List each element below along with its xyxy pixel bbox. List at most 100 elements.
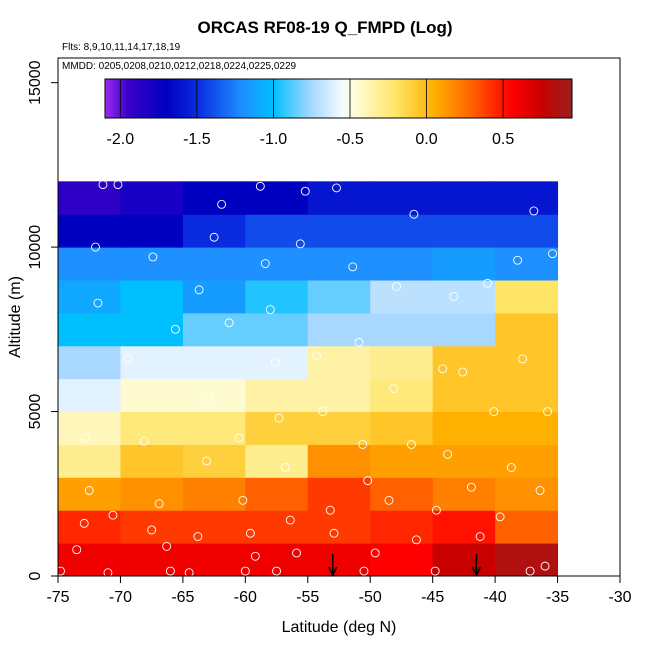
heatmap-cell bbox=[432, 214, 496, 248]
sample-point bbox=[535, 486, 545, 495]
heatmap-cell bbox=[432, 378, 496, 413]
heatmap-cell bbox=[495, 214, 559, 248]
heatmap-cell bbox=[307, 280, 371, 314]
heatmap-cell bbox=[58, 345, 121, 380]
sample-point bbox=[91, 242, 100, 252]
sample-point bbox=[265, 305, 275, 315]
y-tick-label: 5000 bbox=[27, 394, 44, 430]
sample-point bbox=[438, 364, 448, 374]
sample-point bbox=[108, 510, 118, 520]
heatmap-cell bbox=[182, 214, 246, 248]
heatmap-cell bbox=[58, 543, 121, 577]
sample-point bbox=[81, 433, 90, 443]
chart-title: ORCAS RF08-19 Q_FMPD (Log) bbox=[197, 18, 453, 37]
sample-point bbox=[139, 436, 149, 446]
heatmap-cell bbox=[182, 444, 246, 478]
x-tick-label: -50 bbox=[359, 589, 382, 606]
heatmap-cell bbox=[370, 181, 434, 215]
heatmap-cell bbox=[120, 345, 184, 380]
heatmap-cell bbox=[120, 214, 184, 248]
heatmap-cell bbox=[245, 247, 309, 281]
sample-point bbox=[170, 324, 180, 334]
x-tick-label: -55 bbox=[296, 589, 319, 606]
y-axis-label: Altitude (m) bbox=[7, 276, 24, 358]
sample-point bbox=[98, 180, 108, 190]
heatmap-cell bbox=[495, 181, 559, 215]
heatmap-cell bbox=[370, 477, 434, 511]
heatmap-cell bbox=[495, 510, 559, 544]
heatmap-cell bbox=[307, 543, 371, 577]
heatmap-cell bbox=[370, 411, 434, 445]
sample-point bbox=[525, 566, 535, 576]
heatmap-cell bbox=[370, 312, 434, 347]
sample-point bbox=[84, 486, 94, 495]
sample-point bbox=[280, 463, 290, 472]
sample-point bbox=[113, 180, 123, 190]
heatmap-cell bbox=[58, 444, 121, 478]
heatmap-cell bbox=[120, 510, 184, 544]
sample-point bbox=[543, 407, 553, 417]
sample-point bbox=[329, 528, 339, 538]
sample-point bbox=[363, 476, 373, 486]
sample-point bbox=[348, 262, 358, 272]
sample-point bbox=[458, 367, 468, 377]
heatmap-cell bbox=[120, 543, 184, 577]
sample-point bbox=[147, 525, 157, 535]
heatmap-cell bbox=[58, 411, 121, 445]
heatmap-cell bbox=[370, 345, 434, 380]
sample-point bbox=[411, 535, 421, 545]
heatmap-cell bbox=[245, 411, 309, 445]
x-axis-label: Latitude (deg N) bbox=[282, 619, 397, 636]
heatmap-cell bbox=[58, 181, 121, 215]
heatmap-cell bbox=[495, 477, 559, 511]
sample-point bbox=[103, 568, 113, 578]
flight-arrow-head bbox=[471, 566, 482, 577]
heatmap-cell bbox=[58, 378, 121, 413]
sample-point bbox=[312, 351, 321, 361]
sample-point bbox=[245, 528, 255, 538]
sample-point bbox=[466, 482, 476, 492]
colorbar-tick-label: 0.5 bbox=[492, 131, 514, 148]
heatmap-cell bbox=[307, 312, 371, 347]
heatmap-cell bbox=[307, 378, 371, 413]
heatmap-cell bbox=[370, 510, 434, 544]
sample-point bbox=[389, 384, 399, 393]
heatmap-cell bbox=[58, 312, 121, 347]
heatmap-cell bbox=[495, 247, 559, 281]
heatmap-cell bbox=[245, 181, 309, 215]
heatmap-cell bbox=[245, 477, 309, 511]
heatmap-cell bbox=[182, 280, 246, 314]
sample-point bbox=[240, 566, 250, 576]
heatmap-cell bbox=[120, 181, 184, 215]
heatmap-cell bbox=[370, 543, 434, 577]
heatmap-cell bbox=[432, 345, 496, 380]
heatmap-cell bbox=[370, 378, 434, 413]
heatmap-cell bbox=[495, 444, 559, 478]
heatmap-cell bbox=[307, 214, 371, 248]
heatmap-cell bbox=[182, 345, 246, 380]
x-tick-label: -30 bbox=[608, 589, 631, 606]
heatmap-cell bbox=[245, 345, 309, 380]
sample-point bbox=[430, 566, 440, 576]
sample-point bbox=[391, 282, 401, 292]
sample-point bbox=[274, 413, 284, 423]
y-tick-label: 10000 bbox=[27, 225, 44, 270]
sample-point bbox=[270, 357, 280, 367]
heatmap-cell bbox=[307, 345, 371, 380]
x-tick-label: -70 bbox=[109, 589, 132, 606]
sample-point bbox=[325, 505, 335, 515]
sample-point bbox=[443, 449, 453, 459]
heatmap-cell bbox=[120, 444, 184, 478]
dates-note: MMDD: 0205,0208,0210,0212,0218,0224,0225… bbox=[62, 61, 297, 72]
sample-point bbox=[292, 548, 301, 558]
sample-point bbox=[548, 249, 558, 259]
sample-point bbox=[506, 463, 516, 472]
heatmap-cell bbox=[245, 378, 309, 413]
heatmap-cell bbox=[307, 247, 371, 281]
heatmap-cell bbox=[245, 444, 309, 478]
sample-point bbox=[238, 495, 248, 505]
sample-point bbox=[475, 532, 485, 541]
sample-point bbox=[123, 354, 133, 364]
